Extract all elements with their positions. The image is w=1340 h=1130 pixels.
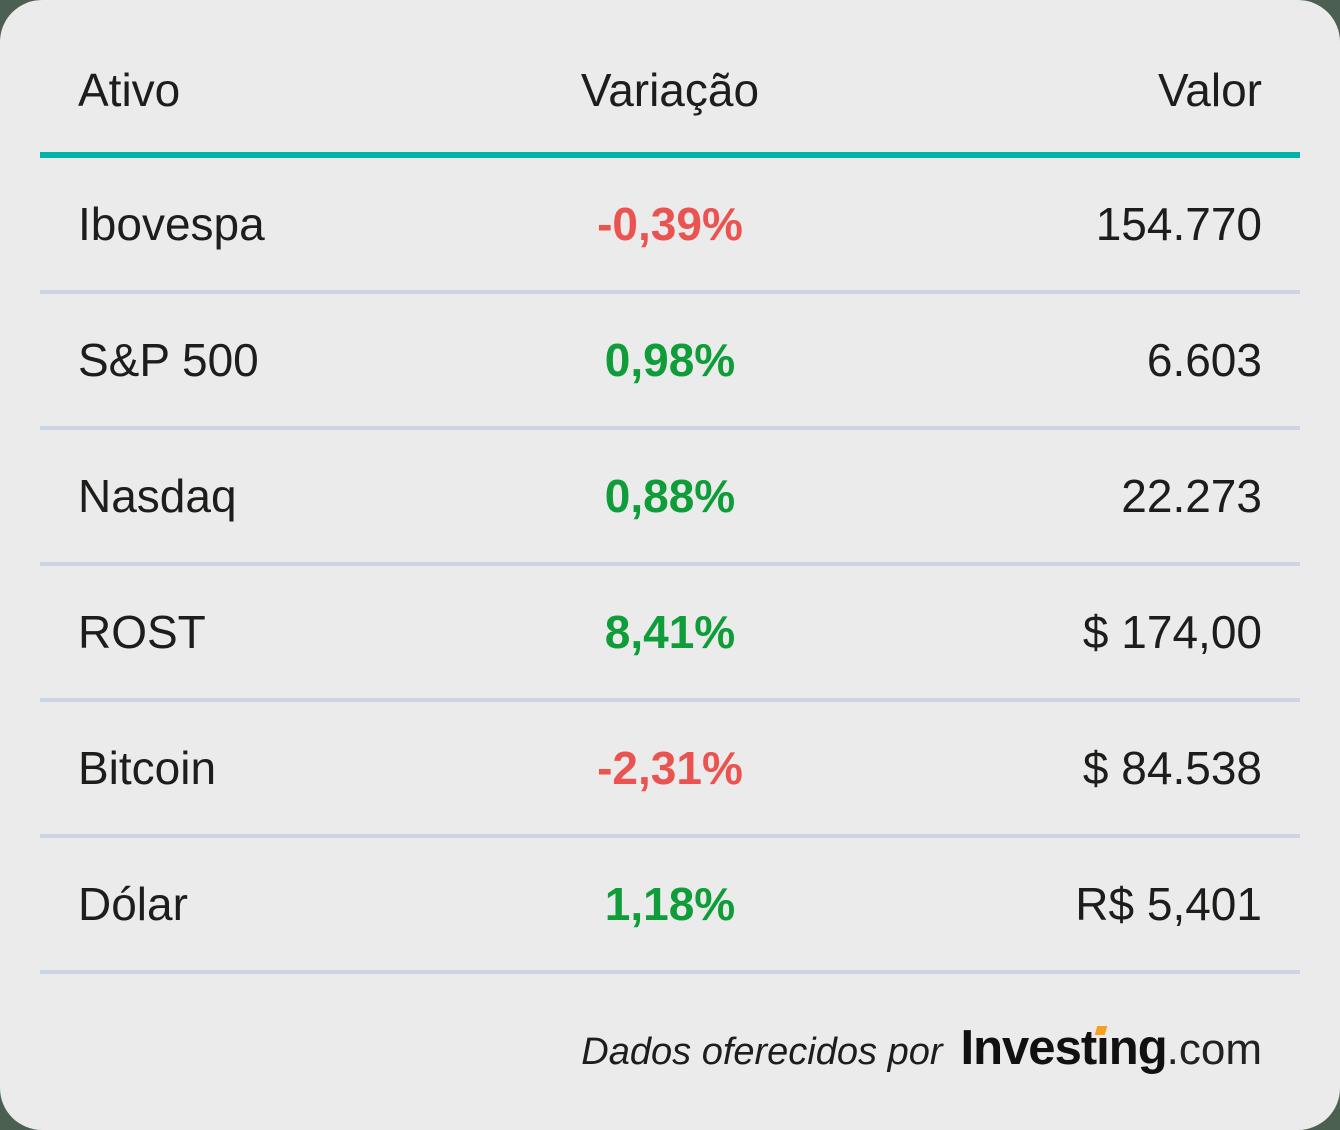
asset-change-percent: 8,41% [604, 606, 736, 658]
table-row: Nasdaq 0,88% 22.273 [40, 430, 1300, 566]
asset-change-percent: -2,31% [597, 742, 743, 794]
logo-text-pre: Invest [960, 1021, 1098, 1075]
asset-name: Bitcoin [78, 742, 217, 794]
header-divider-rule [40, 152, 1300, 158]
footer: Dados oferecidos por Investıng .com [0, 974, 1340, 1130]
asset-value: $ 84.538 [1082, 742, 1262, 794]
column-header-variacao: Variação [580, 64, 760, 116]
table-row: S&P 500 0,98% 6.603 [40, 294, 1300, 430]
column-header-ativo: Ativo [78, 64, 181, 116]
asset-name: ROST [78, 606, 206, 658]
asset-value: R$ 5,401 [1075, 878, 1262, 930]
investing-logo-wordmark: Investıng [960, 1021, 1168, 1075]
asset-name: Dólar [78, 878, 188, 930]
table-row: Ibovespa -0,39% 154.770 [40, 158, 1300, 294]
table-row: ROST 8,41% $ 174,00 [40, 566, 1300, 702]
logo-orange-dot-i: ı [1096, 1021, 1110, 1075]
table-header-row: Ativo Variação Valor [0, 0, 1340, 152]
table-body: Ibovespa -0,39% 154.770 S&P 500 0,98% 6.… [0, 158, 1340, 974]
asset-change-percent: -0,39% [597, 198, 743, 250]
asset-value: 6.603 [1146, 334, 1262, 386]
logo-text-i: ı [1096, 1021, 1110, 1075]
investing-logo: Investıng .com [961, 1024, 1262, 1073]
data-provider-caption: Dados oferecidos por [581, 1031, 943, 1073]
asset-value: 22.273 [1121, 470, 1262, 522]
logo-text-post: ng [1108, 1021, 1168, 1075]
asset-change-percent: 1,18% [604, 878, 736, 930]
table-row: Bitcoin -2,31% $ 84.538 [40, 702, 1300, 838]
asset-name: S&P 500 [78, 334, 259, 386]
column-header-valor: Valor [1158, 64, 1262, 116]
asset-value: 154.770 [1095, 198, 1262, 250]
asset-value: $ 174,00 [1082, 606, 1262, 658]
asset-change-percent: 0,88% [604, 470, 736, 522]
table-row: Dólar 1,18% R$ 5,401 [40, 838, 1300, 974]
logo-com-suffix: .com [1166, 1025, 1262, 1074]
asset-change-percent: 0,98% [604, 334, 736, 386]
asset-name: Nasdaq [78, 470, 237, 522]
asset-name: Ibovespa [78, 198, 265, 250]
